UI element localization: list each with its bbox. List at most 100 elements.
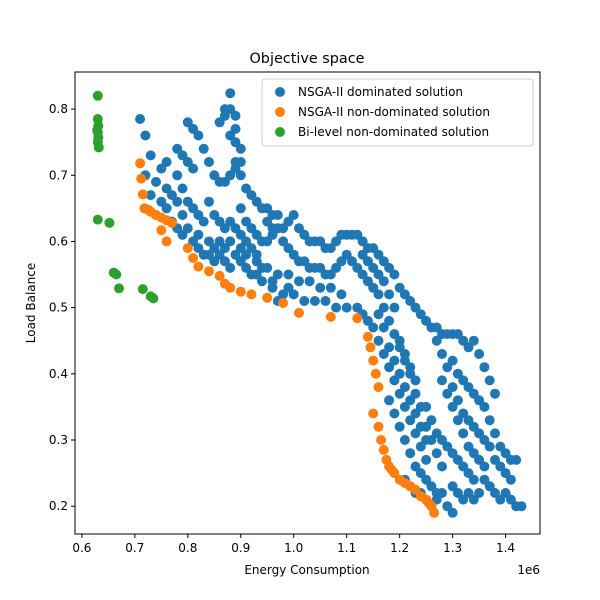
y-axis-label: Load Balance <box>24 263 38 343</box>
point-s1-97 <box>304 276 315 287</box>
point-s1-166 <box>447 448 458 459</box>
legend-label-3: Bi-level non-dominated solution <box>298 125 489 139</box>
point-s1-71 <box>288 210 299 220</box>
point-s1-109 <box>309 296 320 306</box>
point-s1-300 <box>421 435 432 445</box>
legend-marker-2 <box>275 107 285 117</box>
point-s1-12 <box>161 157 172 167</box>
point-s1-293 <box>384 342 395 353</box>
y-tick-label-1: 0.2 <box>49 499 68 513</box>
point-s1-301 <box>431 335 442 346</box>
point-s1-258 <box>193 243 204 254</box>
series-1 <box>135 88 527 518</box>
x-axis-label: Energy Consumption <box>244 563 369 577</box>
x-tick-label-1: 0.6 <box>72 541 91 555</box>
point-s3-13 <box>114 283 124 294</box>
point-s1-190 <box>500 448 511 459</box>
point-s1-99 <box>325 282 336 293</box>
point-s1-78 <box>325 243 336 254</box>
point-s1-224 <box>373 269 384 280</box>
point-s1-118 <box>378 349 389 359</box>
y-tick-label-3: 0.4 <box>49 367 68 381</box>
point-s1-231 <box>389 329 400 340</box>
point-s1-204 <box>495 494 506 505</box>
x-tick-label-9: 1.4 <box>496 541 515 555</box>
point-s2-12 <box>161 236 172 247</box>
point-s2-24 <box>294 307 304 318</box>
legend-marker-3 <box>275 127 285 137</box>
point-s1-53 <box>235 157 246 167</box>
point-s1-110 <box>320 296 331 306</box>
series-2 <box>135 158 440 518</box>
point-s1-113 <box>352 302 363 313</box>
point-s1-229 <box>378 302 389 313</box>
point-s1-295 <box>394 368 405 379</box>
point-s1-147 <box>405 415 416 426</box>
point-s1-96 <box>294 276 304 287</box>
point-s2-26 <box>352 313 363 324</box>
point-s3-7 <box>93 142 104 153</box>
point-s1-225 <box>378 276 389 287</box>
point-s1-292 <box>373 309 384 320</box>
point-s1-310 <box>479 461 490 472</box>
point-s1-256 <box>177 229 188 240</box>
point-s1-90 <box>389 269 400 280</box>
point-s1-213 <box>447 507 458 518</box>
point-s1-299 <box>415 421 426 432</box>
point-s1-306 <box>458 428 469 439</box>
point-s1-181 <box>468 335 479 346</box>
point-s1-17 <box>172 170 183 181</box>
point-s1-111 <box>331 302 342 313</box>
legend-label-2: NSGA-II non-dominated solution <box>298 105 490 119</box>
point-s2-29 <box>368 355 379 366</box>
point-s1-33 <box>193 130 204 141</box>
point-s1-234 <box>405 368 416 379</box>
point-s2-21 <box>246 289 257 300</box>
point-s2-33 <box>373 421 384 432</box>
x-tick-label-6: 1.1 <box>337 541 356 555</box>
point-s1-290 <box>214 236 225 247</box>
x-tick-label-4: 0.9 <box>231 541 250 555</box>
point-s1-101 <box>225 236 236 247</box>
point-s1-137 <box>458 375 469 386</box>
point-s1-112 <box>341 302 352 313</box>
point-s1-305 <box>452 415 463 426</box>
point-s1-262 <box>267 223 278 234</box>
point-s2-25 <box>325 311 336 322</box>
point-s3-16 <box>148 293 159 304</box>
point-s3-1 <box>92 90 103 101</box>
point-s3-14 <box>137 284 148 295</box>
point-s1-285 <box>251 269 262 280</box>
legend-label-1: NSGA-II dominated solution <box>298 85 463 99</box>
series-3 <box>92 90 159 304</box>
point-s1-303 <box>442 388 453 399</box>
point-s2-19 <box>225 282 236 293</box>
point-s1-1 <box>135 114 146 124</box>
point-s3-9 <box>92 214 103 225</box>
point-s1-183 <box>479 362 490 373</box>
point-s1-150 <box>421 454 432 465</box>
point-s1-51 <box>219 104 230 115</box>
point-s1-6 <box>145 190 156 201</box>
point-s1-202 <box>484 481 495 492</box>
point-s2-3 <box>137 189 148 200</box>
point-s1-100 <box>336 289 347 300</box>
point-s2-28 <box>365 342 376 353</box>
point-s2-14 <box>188 253 199 263</box>
legend-box <box>261 78 534 147</box>
point-s1-180 <box>484 441 495 452</box>
point-s1-254 <box>177 210 188 220</box>
point-s1-2 <box>140 130 151 141</box>
point-s1-151 <box>384 395 395 406</box>
point-s1-170 <box>468 474 479 485</box>
y-tick-label-2: 0.3 <box>49 433 68 447</box>
legend: NSGA-II dominated solution NSGA-II non-do… <box>261 78 534 147</box>
point-s1-8 <box>161 203 172 214</box>
point-s1-76 <box>315 236 326 247</box>
point-s1-283 <box>267 276 278 287</box>
point-s1-280 <box>368 282 379 293</box>
point-s1-175 <box>458 408 469 419</box>
y-tick-label-6: 0.7 <box>49 168 68 182</box>
point-s1-188 <box>490 428 500 439</box>
